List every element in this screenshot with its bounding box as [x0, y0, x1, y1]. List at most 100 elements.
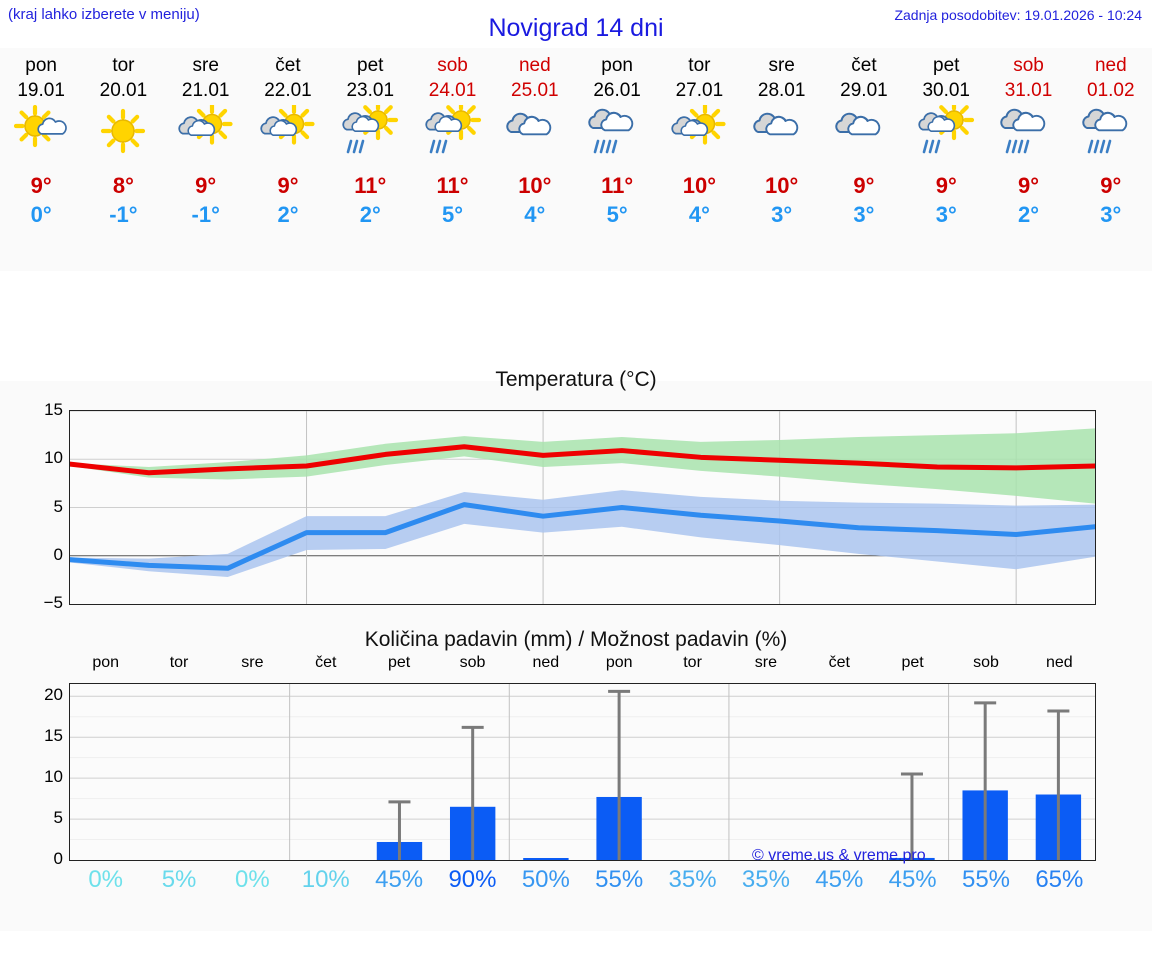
cloud-sun-icon [667, 105, 731, 161]
day-date: 23.01 [346, 80, 395, 101]
precipitation-day-label: pet [387, 654, 411, 671]
precipitation-probability-label: 45% [375, 866, 424, 893]
precipitation-y-tick: 10 [44, 767, 63, 787]
day-date: 27.01 [675, 80, 724, 101]
day-date: 25.01 [511, 80, 559, 101]
day-column[interactable]: pet 23.01 11° 2° [329, 48, 411, 271]
day-temp-min: 5° [442, 202, 464, 227]
precipitation-day-label: tor [169, 654, 189, 671]
day-temp-max: 11° [354, 173, 387, 198]
day-temp-min: -1° [109, 202, 138, 227]
day-name: ned [1094, 55, 1127, 76]
temperature-chart-section: Temperatura (°C) 15 10 5 0 −5 © vreme.us & v… [0, 368, 1152, 864]
day-temp-min: 3° [935, 202, 957, 227]
precipitation-day-label: pon [92, 654, 120, 671]
day-name: sre [192, 55, 219, 76]
temperature-y-tick: 15 [44, 400, 63, 419]
day-column[interactable]: pet 30.01 9° 3° [905, 48, 987, 271]
day-column[interactable]: tor 27.01 10° 4° [658, 48, 740, 271]
day-temp-max: 9° [853, 173, 875, 198]
day-name: sre [768, 55, 795, 76]
precipitation-probability-labels: 0% 5% 0% 10% 45% 90% 50% 55% 35% 35% 45% 45% 55% 65% [69, 866, 1096, 906]
day-column[interactable]: pon 19.01 9° 0° [0, 48, 82, 271]
precipitation-day-label: pon [605, 654, 633, 671]
day-temp-min: 4° [524, 202, 546, 227]
day-date: 30.01 [922, 80, 970, 101]
day-date: 22.01 [264, 80, 312, 101]
day-temp-max: 11° [436, 173, 469, 198]
day-column[interactable]: ned 01.02 9° 3° [1070, 48, 1152, 271]
precipitation-day-label: pet [901, 654, 924, 671]
precipitation-day-label: sre [241, 654, 264, 671]
precipitation-day-label: ned [1046, 654, 1073, 671]
precipitation-y-tick: 20 [44, 685, 63, 705]
precipitation-probability-label: 10% [301, 866, 350, 893]
precipitation-probability-label: 55% [595, 866, 644, 893]
day-temp-min: 2° [1017, 202, 1040, 227]
day-temp-min: -1° [191, 202, 220, 227]
precipitation-plot-area [69, 683, 1096, 861]
cloud-sun-rain-icon [421, 105, 485, 161]
precipitation-probability-label: 50% [521, 866, 570, 893]
precipitation-probability-label: 5% [161, 866, 197, 893]
precipitation-plot-svg [70, 684, 1095, 860]
day-temp-min: 5° [606, 202, 628, 227]
last-updated-text: Zadnja posodobitev: 19.01.2026 - 10:24 [894, 7, 1142, 23]
day-date: 20.01 [99, 80, 148, 101]
day-temp-max: 9° [30, 173, 52, 198]
precipitation-day-label: tor [683, 654, 702, 671]
cloud-sun-icon [256, 105, 320, 161]
precipitation-y-tick: 5 [53, 808, 63, 828]
day-column[interactable]: čet 29.01 9° 3° [823, 48, 905, 271]
day-column[interactable]: ned 25.01 10° 4° [494, 48, 576, 271]
day-date: 26.01 [593, 80, 641, 101]
day-name: pet [933, 55, 960, 76]
day-temp-max: 10° [765, 173, 799, 198]
precipitation-probability-label: 35% [668, 866, 717, 893]
precipitation-y-tick: 15 [44, 726, 63, 746]
precipitation-probability-label: 0% [88, 866, 124, 893]
day-column[interactable]: pon 26.01 11° 5° [576, 48, 658, 271]
day-temp-max: 10° [518, 173, 552, 198]
sun-icon [91, 105, 155, 161]
day-temp-min: 2° [277, 202, 299, 227]
day-date: 01.02 [1087, 80, 1135, 101]
page-title: Novigrad 14 dni [488, 14, 664, 42]
day-column[interactable]: sob 31.01 9° 2° [987, 48, 1069, 271]
day-temp-max: 8° [112, 173, 134, 198]
day-temp-max: 9° [935, 173, 957, 198]
day-temp-min: 4° [688, 202, 710, 227]
precipitation-day-label: sre [754, 654, 778, 671]
spacer [0, 271, 1152, 381]
day-name: ned [518, 55, 551, 76]
day-column[interactable]: sre 28.01 10° 3° [741, 48, 823, 271]
day-column[interactable]: sre 21.01 9° -1° [165, 48, 247, 271]
sun-cloud-icon [9, 105, 73, 161]
day-name: tor [112, 55, 135, 76]
day-temp-max: 9° [277, 173, 299, 198]
day-column[interactable]: tor 20.01 8° -1° [82, 48, 164, 271]
day-name: pon [601, 55, 633, 76]
precipitation-probability-label: 55% [961, 866, 1011, 893]
precipitation-day-label: čet [828, 654, 850, 671]
precipitation-day-labels: pon tor sre čet pet sob ned pon tor sre čet pet sob n… [69, 654, 1096, 678]
day-temp-min: 2° [359, 202, 381, 227]
day-date: 19.01 [17, 80, 65, 101]
day-temp-min: 0° [30, 202, 52, 227]
cloud-sun-rain-icon [914, 105, 978, 161]
day-temp-max: 9° [1100, 173, 1122, 198]
temperature-plot-svg [67, 410, 1098, 604]
precipitation-day-label: ned [532, 654, 560, 671]
cloud-icon [750, 105, 814, 161]
temperature-y-tick: −5 [43, 593, 63, 612]
day-column[interactable]: sob 24.01 11° 5° [411, 48, 493, 271]
precipitation-probability-label: 45% [815, 866, 864, 893]
cloud-rain-icon [585, 105, 649, 161]
precipitation-day-label: sob [973, 654, 999, 671]
day-name: sob [1013, 55, 1044, 76]
cloud-icon [503, 105, 567, 161]
day-date: 24.01 [428, 80, 477, 101]
day-column[interactable]: čet 22.01 9° 2° [247, 48, 329, 271]
day-date: 28.01 [757, 80, 806, 101]
precipitation-day-label: sob [459, 654, 486, 671]
